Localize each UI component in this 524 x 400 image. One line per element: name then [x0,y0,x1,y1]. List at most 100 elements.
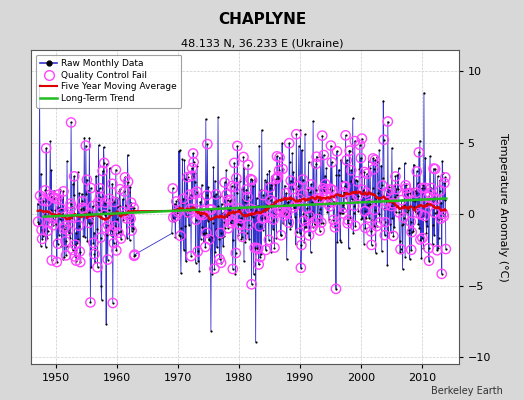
Point [399,214,408,221]
Point [318,132,326,139]
Point [354,208,363,214]
Point [408,229,416,235]
Point [369,166,378,172]
Point [383,189,391,196]
Point [69,247,77,253]
Point [56,186,64,193]
Point [111,210,119,216]
Point [388,215,397,221]
Point [102,320,111,327]
Point [252,339,260,345]
Point [211,249,220,255]
Point [393,192,401,198]
Point [251,176,259,182]
Point [337,156,345,163]
Point [336,237,344,243]
Point [303,205,311,212]
Text: Berkeley Earth: Berkeley Earth [431,386,503,396]
Point [63,218,72,224]
Point [358,136,366,142]
Point [100,160,108,166]
Point [68,204,76,210]
Point [423,223,432,229]
Point [220,232,228,239]
Point [237,215,245,222]
Point [219,210,227,216]
Point [48,194,57,200]
Point [289,169,298,175]
Point [107,228,116,234]
Point [350,203,358,209]
Point [193,248,202,255]
Point [173,209,182,215]
Point [353,178,362,184]
Point [226,196,235,203]
Point [176,147,184,154]
Point [227,183,236,189]
Point [242,204,250,210]
Point [409,197,417,203]
Point [439,169,447,176]
Point [310,221,319,228]
Point [60,226,68,232]
Point [221,224,230,231]
Point [46,138,54,145]
Point [342,132,350,138]
Point [266,184,274,191]
Point [411,197,420,204]
Point [362,215,370,222]
Point [189,150,198,157]
Point [381,202,390,208]
Point [348,115,357,122]
Point [198,224,206,230]
Point [358,215,367,222]
Point [289,186,297,192]
Point [413,210,421,216]
Point [205,236,214,243]
Point [104,256,112,263]
Point [71,229,80,236]
Point [297,242,305,248]
Point [247,281,256,288]
Point [267,249,276,256]
Point [118,208,127,215]
Point [415,225,423,231]
Point [275,167,283,174]
Point [103,232,112,238]
Point [125,212,133,218]
Point [222,193,230,199]
Point [391,173,400,180]
Point [281,210,289,216]
Point [213,244,221,250]
Point [389,233,398,239]
Point [344,245,353,251]
Point [105,196,113,202]
Point [130,252,139,258]
Point [296,230,304,236]
Point [364,158,373,164]
Point [282,190,290,196]
Point [258,215,266,222]
Point [334,172,343,178]
Point [335,210,344,217]
Point [316,206,324,212]
Point [326,203,334,210]
Point [203,141,212,147]
Point [259,192,267,198]
Point [212,191,220,198]
Point [420,213,429,219]
Point [171,233,180,240]
Point [333,148,341,154]
Point [96,234,105,241]
Point [439,210,447,217]
Point [314,195,323,202]
Point [86,299,95,306]
Point [341,183,350,190]
Point [328,159,336,166]
Point [425,258,433,264]
Point [241,199,249,206]
Point [64,227,72,234]
Point [215,256,224,262]
Point [182,171,191,177]
Point [423,200,431,206]
